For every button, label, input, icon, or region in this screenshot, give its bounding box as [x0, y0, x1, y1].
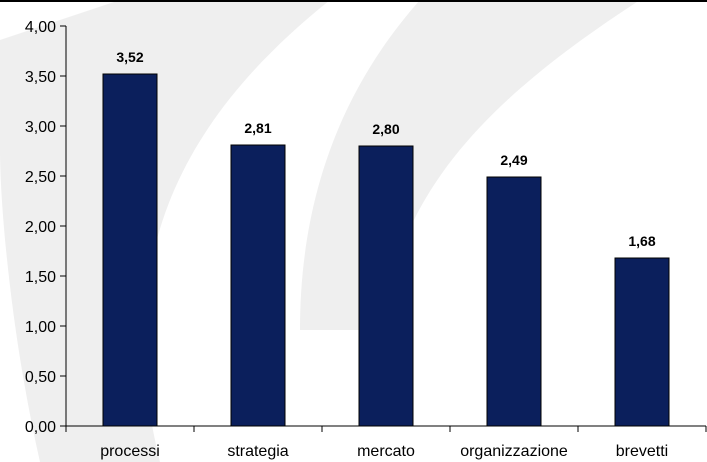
bar-organizzazione	[486, 176, 542, 427]
bar-brevetti	[614, 257, 670, 427]
y-tick-label: 0,50	[25, 369, 56, 386]
axes	[65, 26, 707, 432]
data-label: 1,68	[628, 233, 655, 249]
bar-series	[102, 73, 670, 427]
x-category-label: mercato	[357, 443, 415, 460]
y-tick-label: 0,00	[25, 419, 56, 436]
y-axis-ticks: 0,00 0,50 1,00 1,50 2,00 2,50 3,00 3,50 4,00	[25, 19, 66, 436]
x-category-label: brevetti	[616, 443, 668, 460]
data-label: 2,81	[244, 120, 271, 136]
y-tick-label: 3,50	[25, 69, 56, 86]
data-label: 3,52	[116, 49, 143, 65]
bar-processi	[102, 73, 158, 427]
y-tick-label: 1,50	[25, 269, 56, 286]
x-axis-categories: processi strategia mercato organizzazione br…	[100, 443, 668, 460]
y-tick-label: 2,00	[25, 219, 56, 236]
x-category-label: organizzazione	[460, 443, 568, 460]
y-tick-label: 3,00	[25, 119, 56, 136]
y-tick-label: 2,50	[25, 169, 56, 186]
watermark-swoosh-right	[300, 0, 640, 330]
bar-mercato	[358, 145, 414, 427]
x-category-label: strategia	[227, 443, 288, 460]
x-category-label: processi	[100, 443, 160, 460]
watermark	[0, 0, 640, 462]
data-labels: 3,52 2,81 2,80 2,49 1,68	[116, 49, 655, 249]
y-tick-label: 4,00	[25, 19, 56, 36]
bar-strategia	[230, 144, 286, 427]
y-tick-label: 1,00	[25, 319, 56, 336]
data-label: 2,49	[500, 152, 527, 168]
data-label: 2,80	[372, 121, 399, 137]
watermark-swoosh-left	[0, 0, 330, 462]
